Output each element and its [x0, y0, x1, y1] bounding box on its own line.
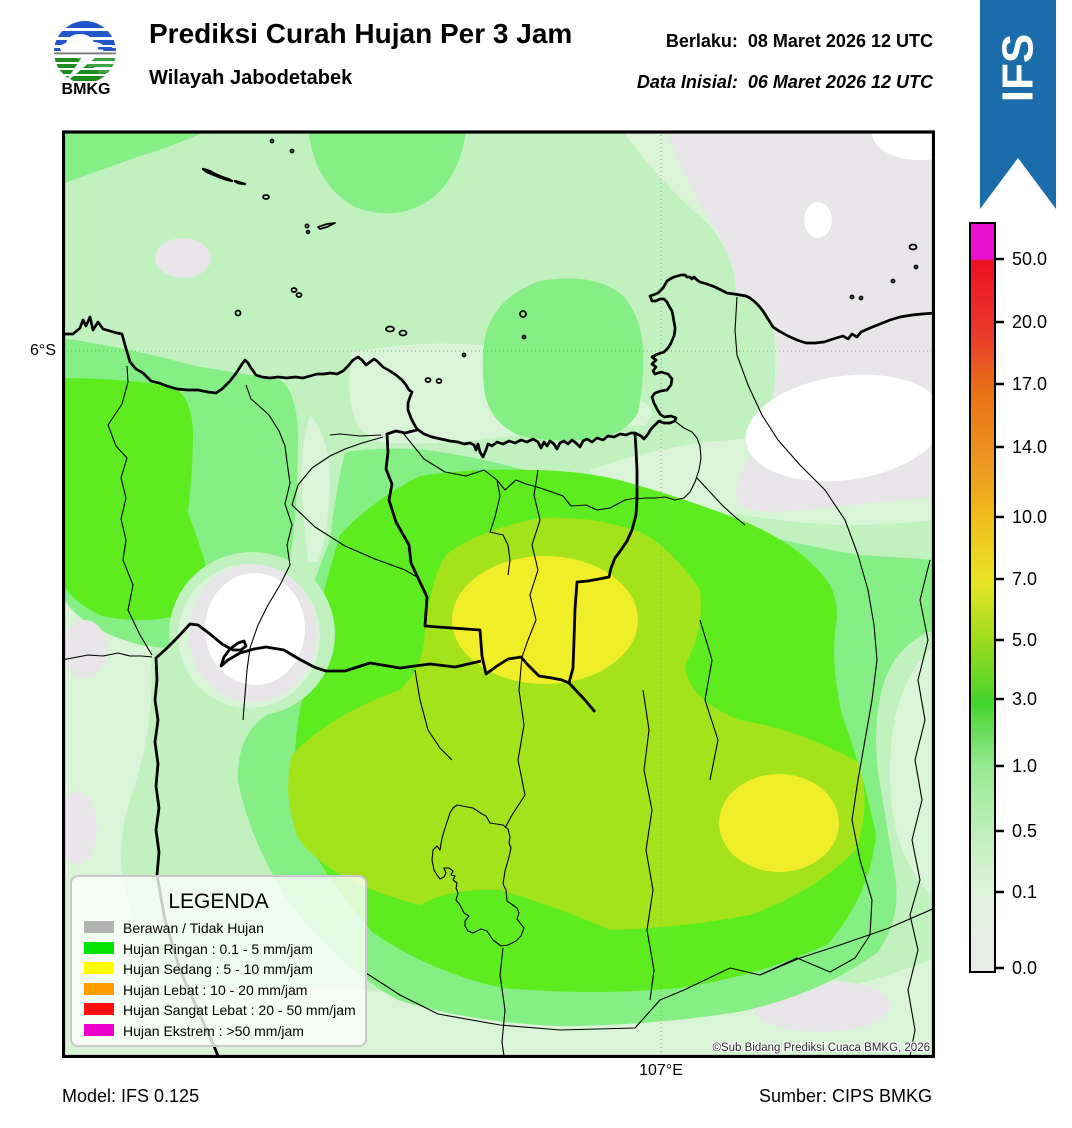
svg-text:20.0: 20.0 [1012, 312, 1047, 332]
svg-text:17.0: 17.0 [1012, 374, 1047, 394]
svg-text:10.0: 10.0 [1012, 507, 1047, 527]
svg-text:1.0: 1.0 [1012, 756, 1037, 776]
svg-text:5.0: 5.0 [1012, 630, 1037, 650]
svg-text:IFS: IFS [994, 34, 1043, 102]
svg-text:0.0: 0.0 [1012, 958, 1037, 978]
svg-text:0.1: 0.1 [1012, 882, 1037, 902]
svg-text:©Sub Bidang Prediksi Cuaca BMK: ©Sub Bidang Prediksi Cuaca BMKG, 2026 [712, 1042, 930, 1054]
svg-text:50.0: 50.0 [1012, 249, 1047, 269]
svg-text:0.5: 0.5 [1012, 821, 1037, 841]
svg-text:14.0: 14.0 [1012, 437, 1047, 457]
svg-text:7.0: 7.0 [1012, 569, 1037, 589]
svg-text:3.0: 3.0 [1012, 689, 1037, 709]
